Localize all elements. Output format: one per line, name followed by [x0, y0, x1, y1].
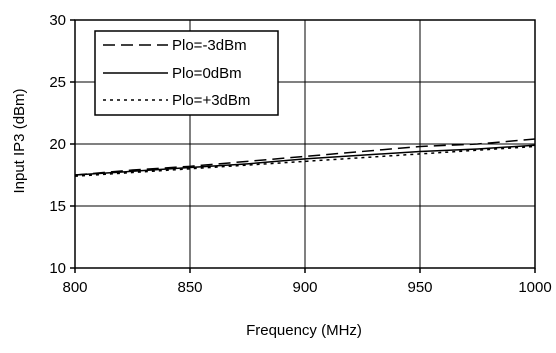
x-tick-label: 1000: [518, 279, 551, 296]
x-tick-label: 850: [177, 279, 202, 296]
y-tick-label: 20: [49, 136, 66, 153]
series-lines: [74, 138, 536, 177]
y-tick-label: 15: [49, 198, 66, 215]
legend: Plo=-3dBm Plo=0dBm Plo=+3dBm: [94, 30, 279, 116]
x-tick-label: 900: [292, 279, 317, 296]
series-line-0: [74, 138, 536, 176]
x-tick-label: 950: [407, 279, 432, 296]
y-axis-title: Input IP3 (dBm): [11, 88, 28, 193]
y-tick-label: 25: [49, 74, 66, 91]
axis-ticks: 10 15 20 25 30 800 850 900 950 1000: [49, 12, 551, 296]
legend-label-plo-minus3: Plo=-3dBm: [172, 37, 247, 54]
y-tick-label: 30: [49, 12, 66, 29]
x-tick-label: 800: [62, 279, 87, 296]
legend-label-plo-0: Plo=0dBm: [172, 65, 242, 82]
y-tick-label: 10: [49, 260, 66, 277]
legend-label-plo-plus3: Plo=+3dBm: [172, 92, 250, 109]
series-line-1: [74, 144, 536, 176]
x-axis-title: Frequency (MHz): [246, 322, 362, 339]
